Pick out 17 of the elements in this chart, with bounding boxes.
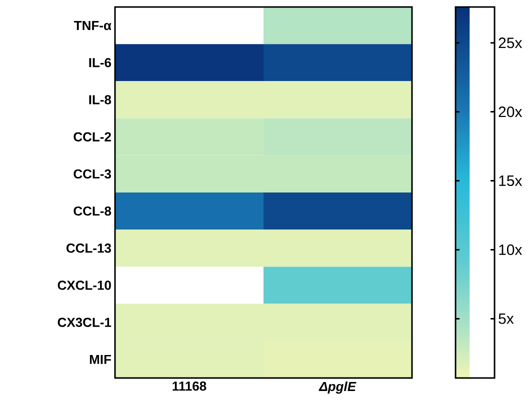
y-tick-label: IL-8 xyxy=(89,95,112,104)
y-tick-label: CX3CL-1 xyxy=(58,318,112,327)
color-bar-label: 10x xyxy=(499,244,522,256)
y-tick-label: IL-6 xyxy=(89,58,112,68)
y-tick-label: TNF-α xyxy=(74,21,112,30)
x-tick-label: ΔpglE xyxy=(318,382,356,394)
y-tick-label: MIF xyxy=(90,354,111,364)
color-bar-label: 15x xyxy=(499,176,522,186)
y-tick-label: CCL-2 xyxy=(74,132,111,142)
color-bar-label: 5x xyxy=(498,313,514,324)
x-tick-label: 11168 xyxy=(172,382,206,391)
y-tick-label: CCL-8 xyxy=(74,206,112,216)
y-tick-label: CCL-3 xyxy=(74,169,111,179)
y-tick-label: CCL-13 xyxy=(66,244,111,253)
color-bar-label: 25x xyxy=(498,38,522,48)
y-tick-label: CXCL-10 xyxy=(58,280,111,290)
color-bar-label: 20x xyxy=(498,106,522,118)
